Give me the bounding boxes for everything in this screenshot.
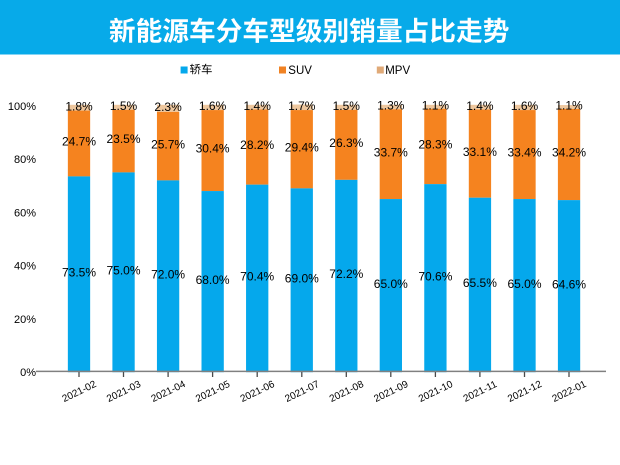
- svg-text:1.5%: 1.5%: [110, 99, 138, 113]
- svg-text:60%: 60%: [14, 207, 36, 219]
- svg-text:2021-09: 2021-09: [372, 379, 410, 405]
- svg-text:72.0%: 72.0%: [151, 267, 185, 281]
- svg-text:2021-12: 2021-12: [506, 379, 544, 405]
- svg-text:2021-08: 2021-08: [328, 379, 366, 405]
- svg-text:25.7%: 25.7%: [151, 137, 185, 151]
- svg-text:2021-03: 2021-03: [105, 379, 143, 405]
- svg-text:100%: 100%: [8, 101, 36, 113]
- svg-text:26.3%: 26.3%: [329, 136, 363, 150]
- svg-text:70.6%: 70.6%: [418, 269, 452, 283]
- svg-text:2021-02: 2021-02: [61, 379, 99, 405]
- svg-text:0%: 0%: [20, 367, 36, 379]
- svg-text:65.0%: 65.0%: [374, 277, 408, 291]
- svg-text:72.2%: 72.2%: [329, 267, 363, 281]
- svg-text:1.8%: 1.8%: [65, 99, 93, 113]
- svg-text:2021-07: 2021-07: [283, 379, 321, 405]
- svg-text:33.4%: 33.4%: [507, 146, 541, 160]
- svg-text:30.4%: 30.4%: [196, 142, 230, 156]
- svg-text:1.7%: 1.7%: [288, 99, 316, 113]
- svg-text:2021-11: 2021-11: [462, 379, 500, 405]
- svg-text:70.4%: 70.4%: [240, 270, 274, 284]
- svg-text:1.3%: 1.3%: [377, 99, 405, 113]
- svg-text:65.0%: 65.0%: [507, 277, 541, 291]
- svg-text:28.3%: 28.3%: [418, 138, 452, 152]
- svg-text:2021-06: 2021-06: [239, 379, 277, 405]
- svg-text:29.4%: 29.4%: [285, 140, 319, 154]
- svg-text:65.5%: 65.5%: [463, 276, 497, 290]
- svg-text:SUV: SUV: [288, 65, 312, 77]
- svg-text:40%: 40%: [14, 261, 36, 273]
- svg-text:1.5%: 1.5%: [333, 99, 361, 113]
- svg-text:1.4%: 1.4%: [244, 99, 272, 113]
- svg-text:73.5%: 73.5%: [62, 265, 96, 279]
- svg-text:2021-05: 2021-05: [194, 379, 232, 405]
- svg-text:28.2%: 28.2%: [240, 138, 274, 152]
- svg-text:23.5%: 23.5%: [106, 132, 140, 146]
- svg-text:1.1%: 1.1%: [555, 99, 583, 113]
- svg-text:64.6%: 64.6%: [552, 277, 586, 291]
- svg-text:34.2%: 34.2%: [552, 146, 586, 160]
- svg-text:80%: 80%: [14, 154, 36, 166]
- svg-text:75.0%: 75.0%: [106, 263, 140, 277]
- svg-text:68.0%: 68.0%: [196, 273, 230, 287]
- svg-text:1.6%: 1.6%: [199, 99, 227, 113]
- svg-text:MPV: MPV: [385, 65, 410, 77]
- svg-text:2021-04: 2021-04: [150, 379, 188, 405]
- svg-text:69.0%: 69.0%: [285, 271, 319, 285]
- svg-text:1.4%: 1.4%: [466, 99, 494, 113]
- svg-text:2.3%: 2.3%: [154, 100, 182, 114]
- svg-text:33.7%: 33.7%: [374, 145, 408, 159]
- svg-text:20%: 20%: [14, 314, 36, 326]
- svg-text:1.1%: 1.1%: [422, 98, 450, 112]
- svg-text:2022-01: 2022-01: [551, 379, 589, 405]
- svg-text:33.1%: 33.1%: [463, 145, 497, 159]
- svg-text:2021-10: 2021-10: [417, 379, 455, 405]
- svg-text:1.6%: 1.6%: [511, 99, 539, 113]
- svg-text:24.7%: 24.7%: [62, 135, 96, 149]
